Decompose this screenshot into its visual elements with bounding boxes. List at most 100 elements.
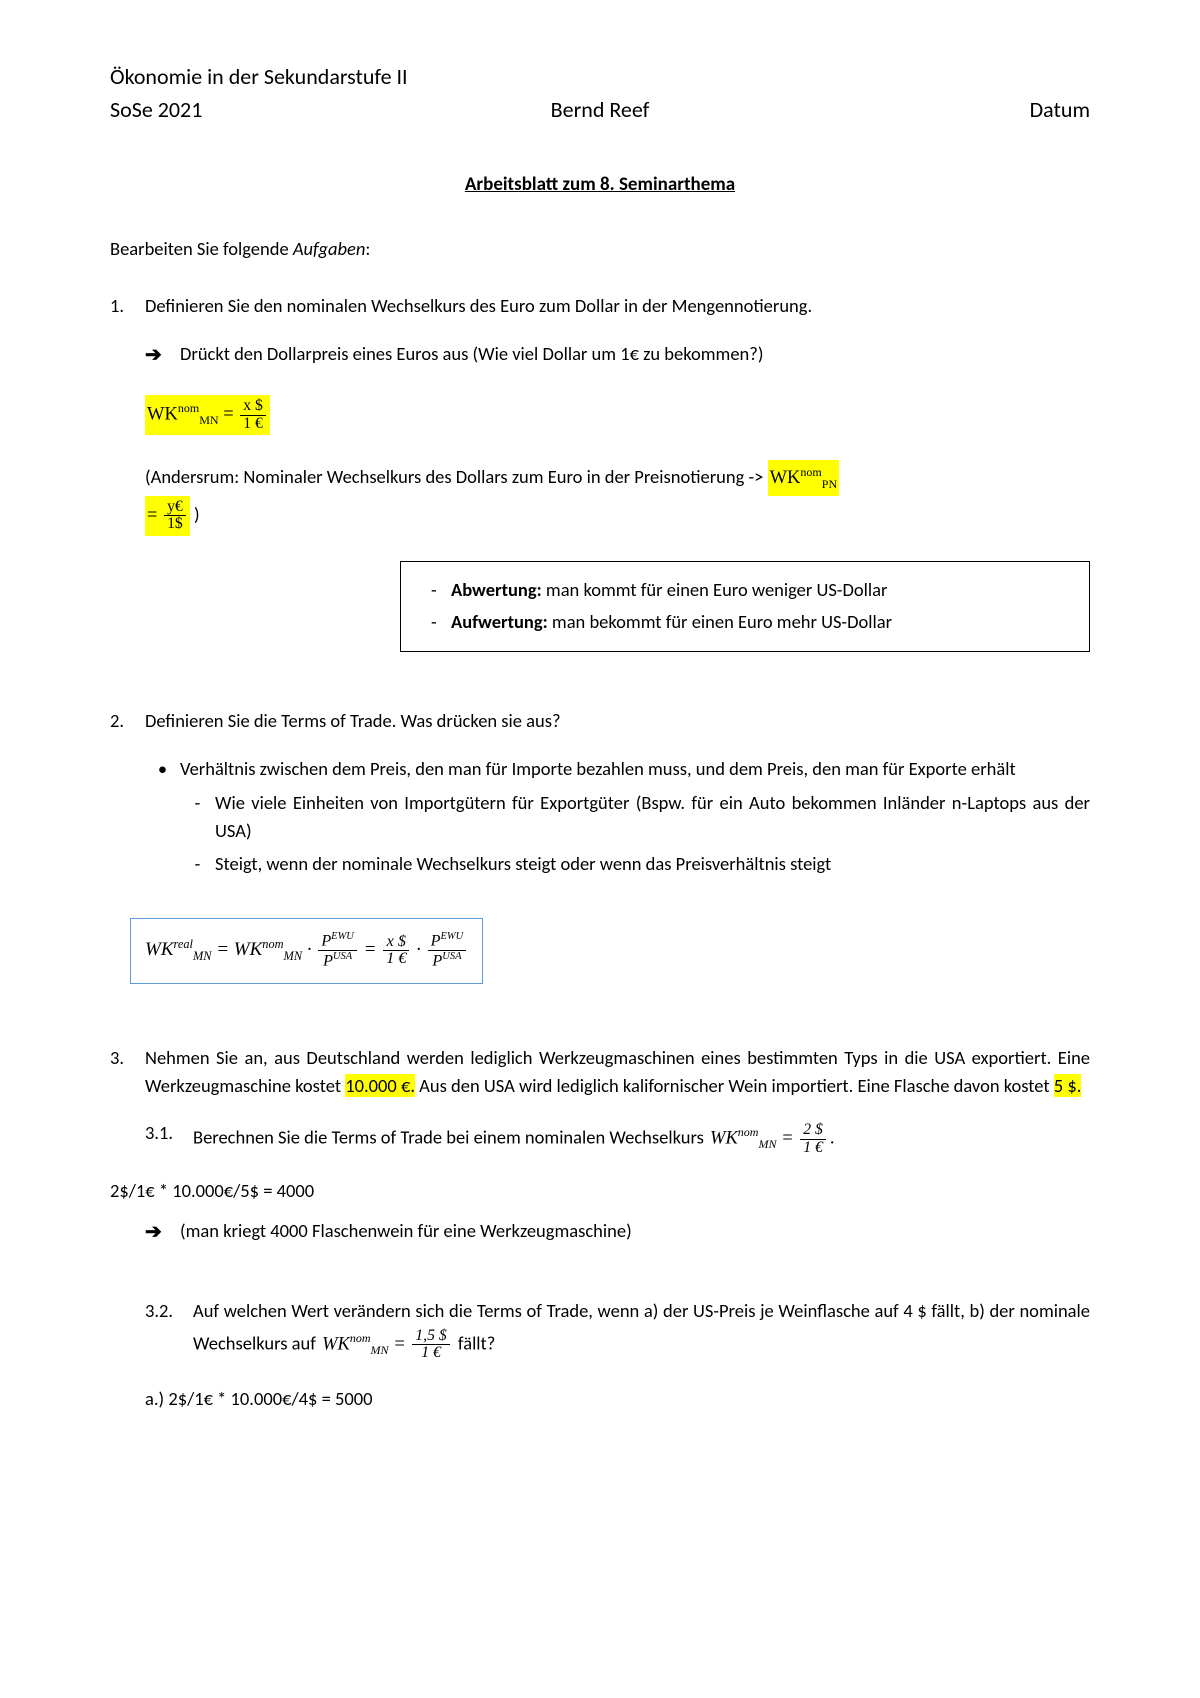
q31-pre: Berechnen Sie die Terms of Trade bei ein…	[193, 1126, 708, 1149]
header-left: Ökonomie in der Sekundarstufe II SoSe 20…	[110, 60, 437, 126]
note-wk-hl: WKnomPN	[768, 460, 840, 496]
intro-post: :	[365, 237, 370, 260]
mb-xs: x $	[383, 934, 409, 952]
f-num: x $	[240, 398, 266, 416]
note-eq: =	[147, 505, 162, 525]
mb-ewu1: EWU	[331, 931, 354, 942]
q3-hl2: 5 $.	[1054, 1074, 1082, 1097]
question-2: 2. Definieren Sie die Terms of Trade. Wa…	[110, 707, 1090, 735]
q1-num: 1.	[110, 292, 145, 320]
note-num: y€	[164, 499, 186, 517]
b1-text: Verhältnis zwischen dem Preis, den man f…	[180, 755, 1090, 783]
q1-text: Definieren Sie den nominalen Wechselkurs…	[145, 292, 1090, 320]
q31-arrow-text: (man kriegt 4000 Flaschenwein für eine W…	[180, 1217, 1090, 1247]
dash-icon: -	[431, 608, 451, 636]
q3-text: Nehmen Sie an, aus Deutschland werden le…	[145, 1044, 1090, 1100]
q31-fden: 1 €	[800, 1140, 826, 1157]
note-post: )	[190, 502, 200, 525]
q32-wk: WK	[322, 1334, 350, 1354]
mb-p3: P	[431, 933, 441, 950]
header-date: Datum	[763, 93, 1090, 126]
dash-icon: -	[180, 789, 215, 845]
q3-mid: Aus den USA wird lediglich kalifornische…	[415, 1074, 1054, 1097]
note-sub: PN	[822, 477, 837, 491]
q2-num: 2.	[110, 707, 145, 735]
q31-content: Berechnen Sie die Terms of Trade bei ein…	[193, 1119, 1090, 1159]
q1-arrow-text: Drückt den Dollarpreis eines Euros aus (…	[180, 340, 1090, 370]
q32-num: 3.2.	[145, 1297, 193, 1365]
mb-p4: P	[432, 953, 442, 970]
def2-text: man bekommt für einen Euro mehr US-Dolla…	[548, 610, 892, 633]
q1-arrow-row: ➔ Drückt den Dollarpreis eines Euros aus…	[145, 340, 1090, 370]
dash-row-2: - Steigt, wenn der nominale Wechselkurs …	[180, 850, 1090, 878]
mb-p1: P	[321, 933, 331, 950]
q32-mn: MN	[371, 1343, 389, 1357]
mb-usa1: USA	[333, 951, 352, 962]
q32-content: Auf welchen Wert verändern sich die Term…	[193, 1297, 1090, 1365]
intro-line: Bearbeiten Sie folgende Aufgaben:	[110, 235, 1090, 263]
q3-2: 3.2. Auf welchen Wert verändern sich die…	[145, 1297, 1090, 1365]
mb-mn1: MN	[193, 949, 212, 963]
q31-post: .	[830, 1126, 835, 1149]
dash-icon: -	[180, 850, 215, 878]
mb-real: real	[174, 937, 193, 951]
arrow-icon: ➔	[145, 1217, 180, 1247]
q32-ans-a: a.) 2$/1€ * 10.000€/4$ = 5000	[145, 1385, 1090, 1413]
q1-note: (Andersrum: Nominaler Wechselkurs des Do…	[145, 460, 1090, 536]
page: Ökonomie in der Sekundarstufe II SoSe 20…	[0, 0, 1200, 1453]
q31-calc: 2$/1€ * 10.000€/5$ = 4000	[110, 1177, 1090, 1205]
mb-ewu2: EWU	[441, 931, 464, 942]
bullet-icon: •	[145, 755, 180, 783]
note-sup: nom	[800, 465, 821, 479]
q31-num: 3.1.	[145, 1119, 193, 1159]
q2-formula-box: WKrealMN = WKnomMN · PEWUPUSA = x $1 € ·…	[130, 918, 483, 984]
f-wk: WK	[147, 404, 178, 424]
arrow-icon: ➔	[145, 340, 180, 370]
mb-mn2: MN	[284, 949, 303, 963]
q31-mn: MN	[758, 1137, 776, 1151]
note-wk: WK	[770, 468, 801, 488]
q1-formula-block: WKnomMN = x $1 €	[145, 395, 1090, 435]
q1-formula-highlighted: WKnomMN = x $1 €	[145, 395, 270, 435]
intro-em: Aufgaben	[293, 237, 366, 260]
q32-post: fällt?	[454, 1331, 496, 1354]
d2-text: Steigt, wenn der nominale Wechselkurs st…	[215, 850, 1090, 878]
def2-label: Aufwertung:	[451, 610, 548, 633]
q31-wk: WK	[710, 1129, 738, 1149]
mb-wk1: WK	[145, 939, 174, 960]
q31-arrow-row: ➔ (man kriegt 4000 Flaschenwein für eine…	[145, 1217, 1090, 1247]
q31-nom: nom	[738, 1125, 759, 1139]
def2: Aufwertung: man bekommt für einen Euro m…	[451, 608, 1075, 636]
q32-fden: 1 €	[412, 1345, 449, 1362]
dash-icon: -	[431, 576, 451, 604]
semester: SoSe 2021	[110, 93, 437, 126]
page-header: Ökonomie in der Sekundarstufe II SoSe 20…	[110, 60, 1090, 126]
course-title: Ökonomie in der Sekundarstufe II	[110, 60, 437, 93]
q3-num: 3.	[110, 1044, 145, 1100]
mb-p2: P	[323, 953, 333, 970]
q2-bullets: • Verhältnis zwischen dem Preis, den man…	[145, 755, 1090, 878]
f-sup: nom	[178, 401, 199, 415]
mb-wk2: WK	[234, 939, 263, 960]
q32-fnum: 1,5 $	[412, 1328, 449, 1346]
f-den: 1 €	[240, 416, 266, 433]
question-1: 1. Definieren Sie den nominalen Wechselk…	[110, 292, 1090, 320]
note-pre: (Andersrum: Nominaler Wechselkurs des Do…	[145, 465, 768, 488]
document-title: Arbeitsblatt zum 8. Seminarthema	[110, 171, 1090, 200]
question-3: 3. Nehmen Sie an, aus Deutschland werden…	[110, 1044, 1090, 1100]
def1-label: Abwertung:	[451, 578, 542, 601]
f-eq: =	[219, 404, 239, 424]
mb-usa2: USA	[442, 951, 461, 962]
intro-pre: Bearbeiten Sie folgende	[110, 237, 293, 260]
q3-1: 3.1. Berechnen Sie die Terms of Trade be…	[145, 1119, 1090, 1159]
def-item-2: - Aufwertung: man bekommt für einen Euro…	[431, 608, 1075, 636]
note-den: 1$	[164, 516, 186, 533]
note-frac-hl: = y€1$	[145, 496, 190, 536]
definition-box: - Abwertung: man kommt für einen Euro we…	[400, 561, 1090, 653]
def1: Abwertung: man kommt für einen Euro weni…	[451, 576, 1075, 604]
q31-fnum: 2 $	[800, 1122, 826, 1140]
q2-text: Definieren Sie die Terms of Trade. Was d…	[145, 707, 1090, 735]
mb-1e: 1 €	[383, 951, 409, 968]
f-sub: MN	[199, 413, 218, 427]
header-author: Bernd Reef	[437, 93, 764, 126]
